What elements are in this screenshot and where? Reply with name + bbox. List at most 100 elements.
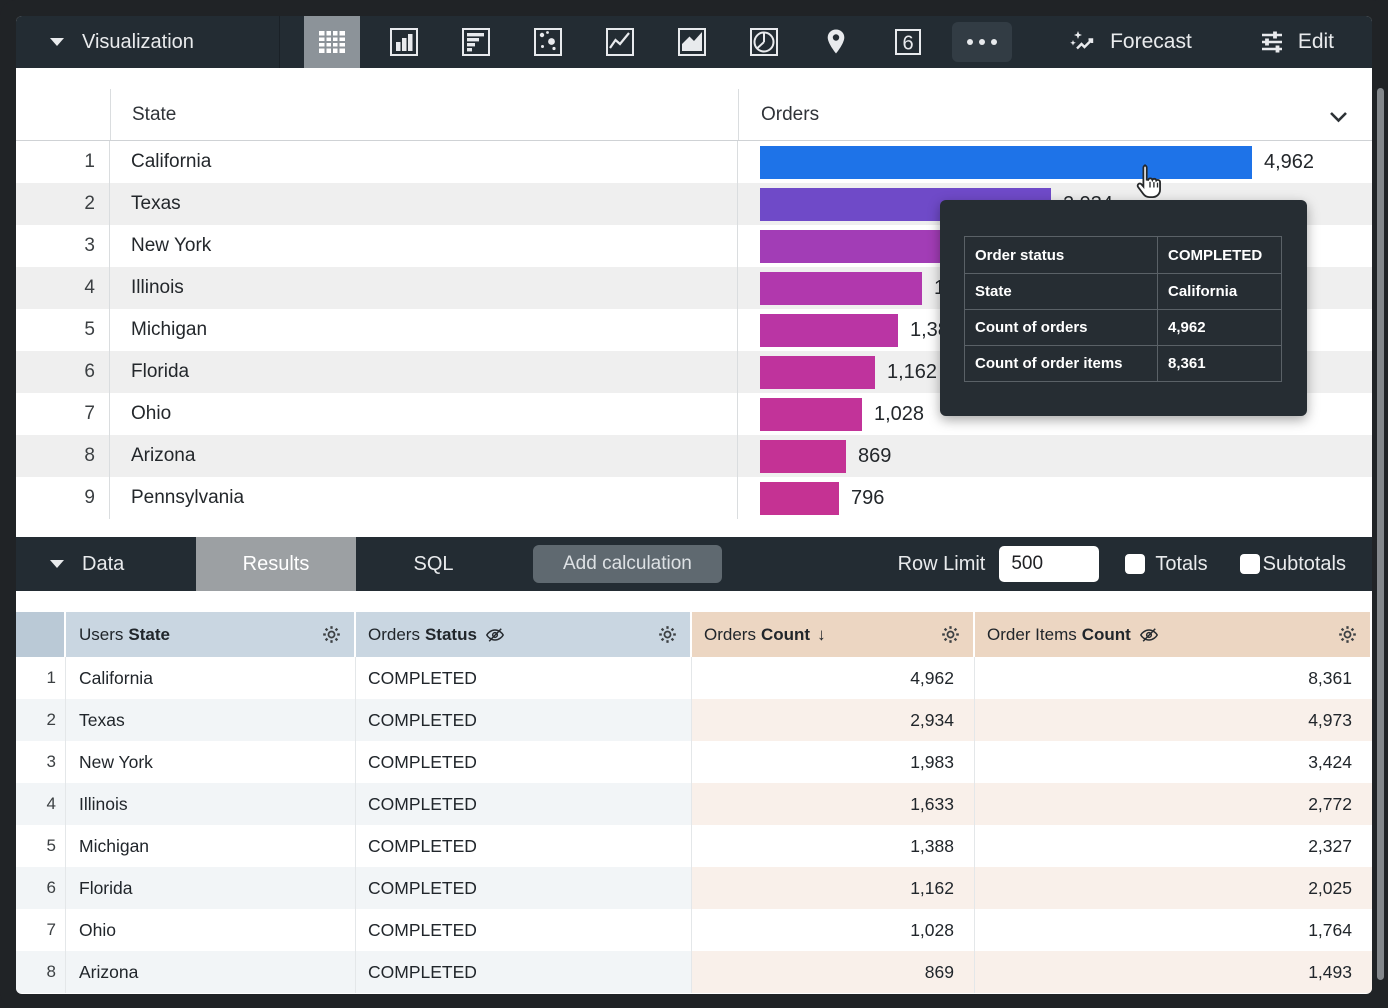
visualization-section-toggle[interactable]: Visualization [16, 16, 280, 68]
results-order-items-count-cell[interactable]: 1,764 [1308, 919, 1352, 940]
viz-table-row: 7 Ohio 1,028 [16, 393, 1372, 435]
results-table-row: 4 Illinois COMPLETED 1,633 2,772 [16, 783, 1372, 825]
subtotals-label: Subtotals [1262, 552, 1346, 575]
results-status-cell[interactable]: COMPLETED [356, 741, 692, 783]
row-limit-input[interactable] [999, 546, 1100, 582]
column-header-orders-count[interactable]: Orders Count ↓ [692, 612, 975, 657]
orders-bar[interactable] [760, 355, 875, 389]
viz-state-column-header[interactable]: State [111, 89, 739, 140]
orders-bar[interactable] [760, 313, 898, 347]
edit-button[interactable]: Edit [1258, 28, 1334, 56]
area-chart-icon[interactable] [664, 16, 720, 68]
results-row-number: 6 [16, 867, 66, 909]
results-state-cell[interactable]: Ohio [66, 909, 356, 951]
row-limit-label: Row Limit [897, 552, 986, 575]
tab-results[interactable]: Results [196, 537, 356, 591]
results-orders-count-cell[interactable]: 4,962 [692, 657, 975, 699]
visualization-title: Visualization [82, 30, 194, 53]
pie-chart-icon[interactable] [736, 16, 792, 68]
orders-bar[interactable] [760, 145, 1252, 179]
totals-checkbox[interactable] [1125, 554, 1146, 574]
column-header-order-items-count[interactable]: Order Items Count [975, 612, 1372, 657]
results-order-items-count-cell[interactable]: 8,361 [1308, 667, 1352, 688]
gear-icon[interactable] [940, 624, 961, 645]
results-orders-count-cell[interactable]: 1,162 [692, 867, 975, 909]
column-header-users-state[interactable]: Users State [66, 612, 356, 657]
column-name: Status [424, 624, 477, 644]
results-status-cell[interactable]: COMPLETED [356, 783, 692, 825]
table-chart-icon[interactable] [304, 16, 360, 68]
line-chart-icon[interactable] [592, 16, 648, 68]
viz-state-cell: Pennsylvania [110, 477, 738, 519]
eye-slash-icon [485, 625, 505, 645]
results-orders-count-cell[interactable]: 1,028 [692, 909, 975, 951]
data-section-toggle[interactable]: Data [16, 537, 196, 591]
results-status-cell[interactable]: COMPLETED [356, 825, 692, 867]
results-state-cell[interactable]: California [66, 657, 356, 699]
sort-desc-arrow-icon: ↓ [817, 624, 826, 644]
tooltip-value: 8,361 [1168, 355, 1206, 372]
gear-icon[interactable] [657, 624, 678, 645]
results-orders-count-cell[interactable]: 1,388 [692, 825, 975, 867]
column-prefix: Users [79, 624, 124, 644]
vertical-scrollbar[interactable] [1377, 88, 1384, 980]
subtotals-checkbox[interactable] [1239, 554, 1260, 574]
results-status-cell[interactable]: COMPLETED [356, 951, 692, 993]
results-state-cell[interactable]: Illinois [66, 783, 356, 825]
gear-icon[interactable] [1337, 624, 1358, 645]
results-orders-count-cell[interactable]: 2,934 [692, 699, 975, 741]
orders-bar[interactable] [760, 397, 862, 431]
column-chart-icon[interactable] [376, 16, 432, 68]
results-status-cell[interactable]: COMPLETED [356, 699, 692, 741]
scatter-chart-icon[interactable] [520, 16, 576, 68]
results-orders-count-cell[interactable]: 1,983 [692, 741, 975, 783]
results-state-cell[interactable]: Florida [66, 867, 356, 909]
results-orders-count-cell[interactable]: 1,633 [692, 783, 975, 825]
orders-bar-value: 1,162 [887, 360, 938, 383]
results-order-items-count-cell[interactable]: 2,772 [975, 783, 1372, 825]
results-state-cell[interactable]: Michigan [66, 825, 356, 867]
gear-icon[interactable] [321, 624, 342, 645]
tooltip-label: Count of order items [965, 346, 1158, 381]
viz-orders-header-label: Orders [761, 103, 820, 125]
single-value-icon[interactable]: 6 [880, 16, 936, 68]
results-order-items-count-cell[interactable]: 3,424 [1308, 751, 1352, 772]
viz-state-cell: Ohio [110, 393, 738, 435]
viz-orders-column-header[interactable]: Orders [739, 89, 1372, 140]
forecast-button[interactable]: Forecast [1068, 27, 1192, 57]
results-order-items-count-cell[interactable]: 2,025 [975, 867, 1372, 909]
more-icon[interactable] [952, 22, 1012, 62]
orders-bar[interactable] [760, 439, 846, 473]
orders-bar[interactable] [760, 229, 957, 263]
viz-table-row: 8 Arizona 869 [16, 435, 1372, 477]
results-state-cell[interactable]: Texas [66, 699, 356, 741]
column-prefix: Order Items [987, 624, 1077, 644]
tooltip-row: Count of orders 4,962 [965, 309, 1281, 345]
viz-state-cell: New York [110, 225, 738, 267]
chevron-down-icon[interactable] [1329, 107, 1348, 129]
bar-chart-icon[interactable] [448, 16, 504, 68]
viz-bar-cell: 4,962 [738, 141, 1372, 183]
add-calculation-button[interactable]: Add calculation [533, 545, 722, 583]
cursor-pointer [1132, 162, 1168, 209]
results-table-row: 6 Florida COMPLETED 1,162 2,025 [16, 867, 1372, 909]
viz-row-number: 5 [16, 309, 110, 351]
forecast-label: Forecast [1110, 30, 1192, 53]
map-chart-icon[interactable] [808, 16, 864, 68]
results-state-cell[interactable]: Arizona [66, 951, 356, 993]
tab-sql[interactable]: SQL [413, 552, 454, 575]
results-order-items-count-cell[interactable]: 2,327 [1308, 835, 1352, 856]
orders-bar-value: 869 [858, 444, 892, 467]
column-prefix: Orders [368, 624, 420, 644]
results-status-cell[interactable]: COMPLETED [356, 909, 692, 951]
orders-bar[interactable] [760, 481, 839, 515]
results-order-items-count-cell[interactable]: 1,493 [975, 951, 1372, 993]
results-orders-count-cell[interactable]: 869 [692, 951, 975, 993]
column-header-orders-status[interactable]: Orders Status [356, 612, 692, 657]
results-status-cell[interactable]: COMPLETED [356, 867, 692, 909]
data-title: Data [82, 552, 125, 575]
results-status-cell[interactable]: COMPLETED [356, 657, 692, 699]
results-order-items-count-cell[interactable]: 4,973 [975, 699, 1372, 741]
orders-bar[interactable] [760, 271, 922, 305]
results-state-cell[interactable]: New York [66, 741, 356, 783]
